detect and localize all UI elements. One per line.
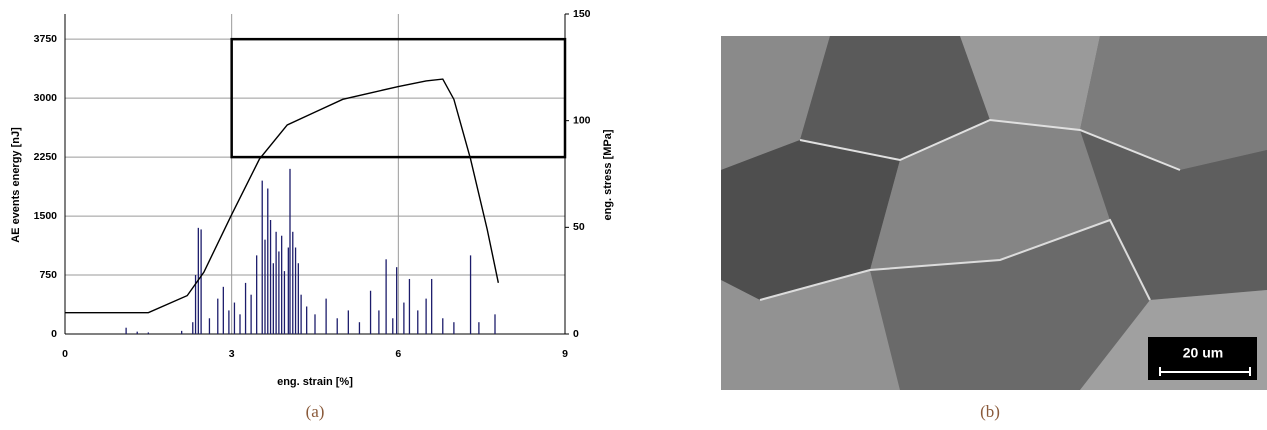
y-tick-label: 2250 bbox=[34, 151, 58, 163]
y-axis-title: AE events energy [nJ] bbox=[10, 127, 22, 243]
y2-tick-label: 100 bbox=[573, 114, 591, 126]
scale-bar-label: 20 um bbox=[1183, 345, 1223, 361]
stress-curve bbox=[65, 78, 500, 314]
sem-image: 20 um bbox=[721, 36, 1267, 390]
x-axis-title: eng. strain [%] bbox=[277, 376, 353, 388]
highlight-box bbox=[230, 37, 567, 159]
y2-axis-title: eng. stress [MPa] bbox=[602, 129, 614, 220]
x-tick-label: 9 bbox=[562, 348, 568, 360]
x-tick-label: 0 bbox=[62, 348, 68, 360]
y2-tick-label: 50 bbox=[573, 221, 585, 233]
caption-b: (b) bbox=[980, 402, 1000, 421]
y-tick-label: 0 bbox=[51, 328, 57, 340]
y-tick-label: 750 bbox=[39, 269, 57, 281]
y2-tick-label: 150 bbox=[573, 8, 591, 20]
caption-a: (a) bbox=[306, 402, 325, 421]
y-tick-label: 3750 bbox=[34, 33, 58, 45]
x-tick-label: 6 bbox=[395, 348, 401, 360]
y2-tick-label: 0 bbox=[573, 328, 579, 340]
y-tick-label: 3000 bbox=[34, 92, 58, 104]
y-tick-label: 1500 bbox=[34, 210, 58, 222]
x-tick-label: 3 bbox=[229, 348, 235, 360]
